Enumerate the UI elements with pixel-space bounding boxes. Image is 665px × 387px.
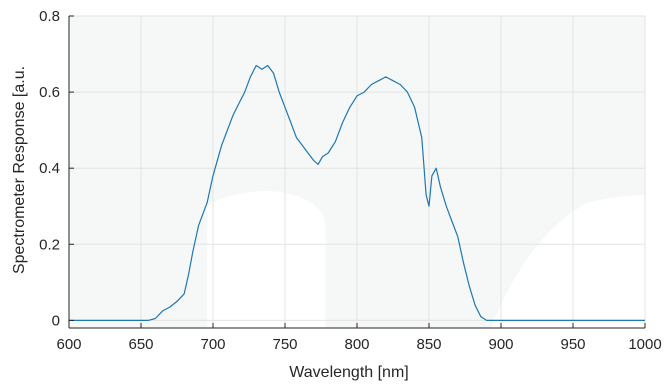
background-highlight (490, 194, 645, 328)
x-tick-label: 900 (488, 336, 513, 353)
x-tick-label: 850 (416, 336, 441, 353)
y-axis-title: Spectrometer Response [a.u. (11, 66, 28, 274)
y-tick-label: 0 (52, 312, 60, 329)
spectrum-line (69, 64, 645, 321)
x-tick-label: 800 (344, 336, 369, 353)
x-tick-label: 750 (272, 336, 297, 353)
x-tick-label: 950 (560, 336, 585, 353)
x-tick-label: 650 (128, 336, 153, 353)
y-tick-label: 0.8 (39, 8, 60, 25)
x-tick-label: 600 (56, 336, 81, 353)
y-tick-label: 0.6 (39, 84, 60, 101)
x-tick-label: 700 (200, 336, 225, 353)
x-axis-title: Wavelength [nm] (289, 364, 408, 381)
y-tick-label: 0.4 (39, 160, 60, 177)
x-tick-label: 1000 (628, 336, 661, 353)
y-tick-label: 0.2 (39, 236, 60, 253)
background-highlight (207, 191, 326, 328)
